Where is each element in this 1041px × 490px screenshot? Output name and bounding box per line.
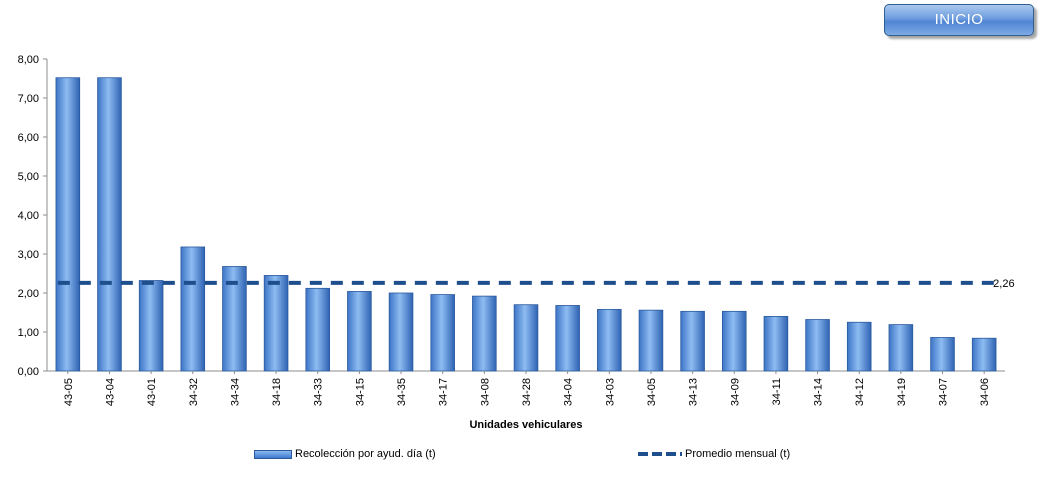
y-tick-label: 6,00 [18, 132, 39, 144]
x-tick-label: 34-14 [813, 378, 825, 406]
y-tick-label: 7,00 [18, 93, 39, 105]
bar [680, 310, 705, 372]
bar [347, 291, 372, 372]
y-tick-label: 2,00 [18, 288, 39, 300]
bar [930, 337, 955, 372]
y-tick-label: 0,00 [18, 366, 39, 378]
x-tick-label: 43-05 [63, 378, 75, 406]
y-tick-label: 8,00 [18, 54, 39, 66]
bar [430, 294, 455, 372]
legend-bar-swatch [254, 449, 292, 459]
inicio-button[interactable]: INICIO [884, 4, 1034, 36]
bar [138, 280, 164, 372]
x-tick-label: 34-09 [729, 378, 741, 406]
x-tick-label: 34-34 [229, 378, 241, 406]
x-tick-label: 34-13 [688, 378, 700, 406]
y-tick-label: 1,00 [18, 327, 39, 339]
bar [388, 292, 414, 372]
average-value-label: 2,26 [993, 278, 1014, 290]
x-tick-label: 34-04 [563, 378, 575, 406]
legend-item-bars: Recolección por ayud. día (t) [254, 448, 436, 460]
x-tick-label: 34-07 [938, 378, 950, 406]
bar [721, 310, 747, 372]
x-tick-label: 43-01 [146, 378, 158, 406]
bar [305, 287, 331, 372]
bar [97, 77, 122, 372]
y-tick-label: 4,00 [18, 210, 39, 222]
x-tick-label: 34-03 [604, 378, 616, 406]
legend-label-average: Promedio mensual (t) [685, 448, 791, 460]
x-axis-title: Unidades vehiculares [469, 419, 582, 431]
y-tick-label: 5,00 [18, 171, 39, 183]
x-tick-label: 34-05 [646, 378, 658, 406]
x-tick-label: 34-35 [396, 378, 408, 406]
bar [263, 275, 289, 372]
x-tick-label: 43-04 [104, 378, 116, 406]
x-tick-label: 34-32 [188, 378, 200, 406]
x-tick-label: 34-08 [479, 378, 491, 406]
bar [763, 315, 789, 372]
bar [888, 324, 914, 372]
bar [638, 309, 664, 372]
x-tick-label: 34-19 [896, 378, 908, 406]
x-tick-label: 34-33 [313, 378, 325, 406]
x-tick-label: 34-12 [854, 378, 866, 406]
y-tick-label: 3,00 [18, 249, 39, 261]
legend-dash-swatch [638, 452, 682, 456]
x-tick-label: 34-11 [771, 378, 783, 405]
x-tick-label: 34-18 [271, 378, 283, 406]
x-tick-label: 34-15 [354, 378, 366, 406]
bar [472, 295, 497, 372]
legend-label-bars: Recolección por ayud. día (t) [295, 448, 436, 460]
bar [971, 337, 997, 372]
x-tick-label: 34-28 [521, 378, 533, 406]
bar [805, 319, 830, 372]
x-tick-label: 34-17 [438, 378, 450, 406]
x-tick-label: 34-06 [979, 378, 991, 406]
bar [55, 77, 81, 372]
legend-item-average: Promedio mensual (t) [638, 448, 790, 460]
bar [846, 321, 872, 372]
bar [597, 308, 622, 372]
bar [555, 305, 580, 372]
bar [513, 304, 539, 372]
bar [180, 246, 206, 372]
